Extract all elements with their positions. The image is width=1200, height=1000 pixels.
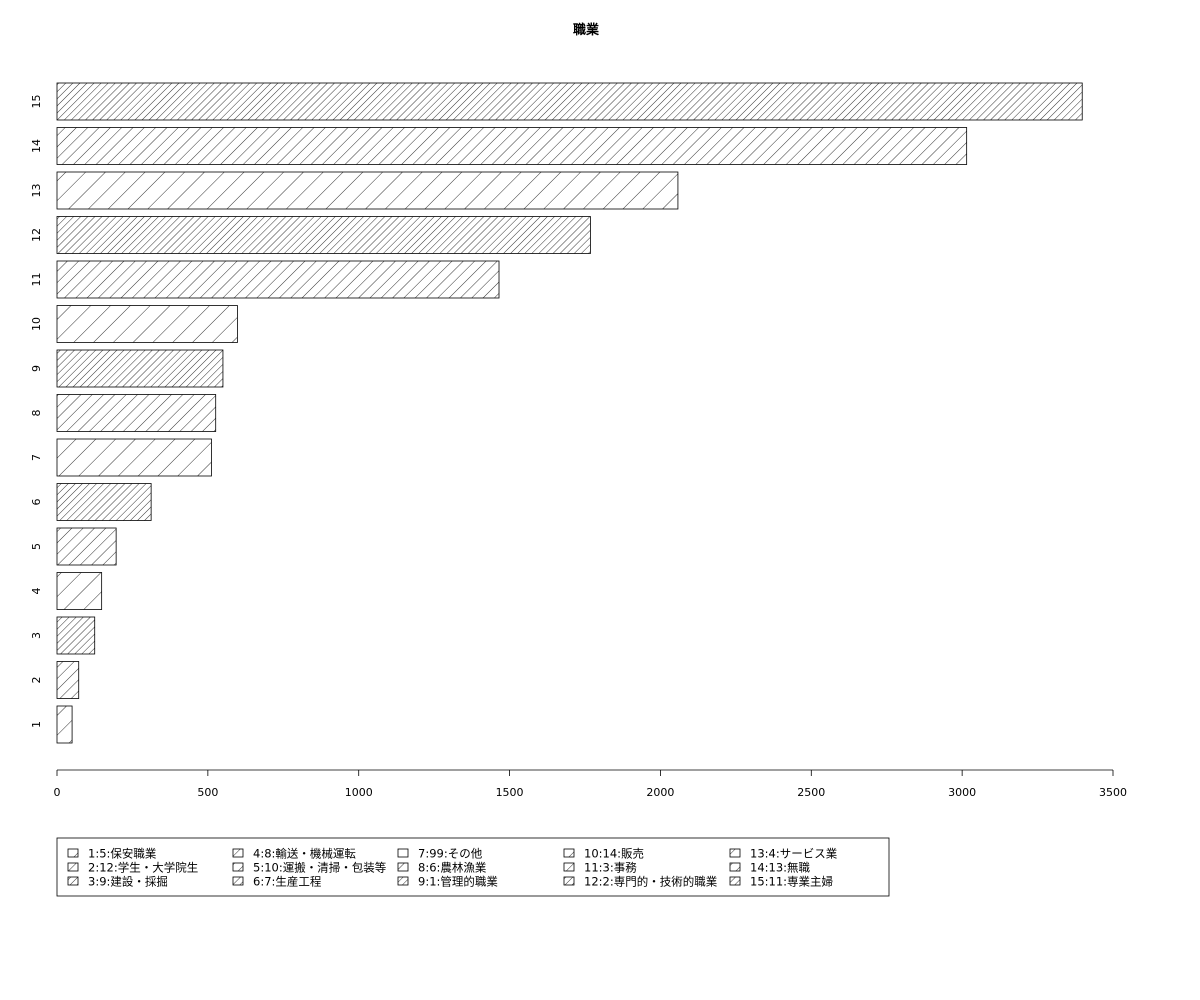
bar-14 — [56, 127, 968, 165]
legend-label: 10:14:販売 — [584, 847, 644, 861]
y-tick-label: 3 — [30, 632, 43, 639]
y-tick-label: 10 — [30, 317, 43, 331]
bar-6 — [56, 483, 152, 521]
legend-label: 5:10:運搬・清掃・包装等 — [253, 861, 386, 875]
bar-13 — [56, 171, 679, 210]
legend-swatch — [397, 862, 409, 872]
legend-label: 2:12:学生・大学院生 — [88, 861, 198, 875]
bar-15 — [56, 82, 1083, 121]
legend-swatch — [232, 876, 244, 886]
legend-label: 8:6:農林漁業 — [418, 861, 487, 875]
y-tick-label: 12 — [30, 228, 43, 242]
x-tick-label: 3500 — [1099, 786, 1127, 799]
legend-swatch — [232, 862, 244, 872]
x-tick-label: 0 — [54, 786, 61, 799]
y-tick-label: 4 — [30, 588, 43, 595]
y-tick-label: 9 — [30, 365, 43, 372]
legend-swatch — [67, 848, 79, 858]
bar-10 — [56, 305, 238, 343]
legend-swatch — [67, 876, 79, 886]
x-tick-label: 1000 — [345, 786, 373, 799]
legend-label: 7:99:その他 — [418, 847, 483, 861]
legend-swatch — [563, 848, 575, 858]
x-tick-label: 3000 — [948, 786, 976, 799]
y-tick-label: 1 — [30, 721, 43, 728]
bar-11 — [56, 260, 500, 299]
legend-swatch — [67, 862, 79, 872]
y-tick-label: 6 — [30, 499, 43, 506]
legend-label: 14:13:無職 — [750, 861, 811, 875]
legend-label: 4:8:輸送・機械運転 — [253, 847, 356, 861]
bar-5 — [56, 527, 117, 566]
bar-1 — [56, 705, 73, 744]
legend-label: 6:7:生産工程 — [253, 875, 322, 889]
legend-label: 12:2:専門的・技術的職業 — [584, 875, 718, 889]
legend-swatch — [729, 848, 741, 858]
legend-label: 9:1:管理的職業 — [418, 875, 498, 889]
legend-swatch — [563, 862, 575, 872]
y-tick-label: 14 — [30, 139, 43, 153]
bar-12 — [56, 216, 591, 254]
legend-label: 15:11:専業主婦 — [750, 875, 833, 889]
y-tick-label: 11 — [30, 273, 43, 287]
bar-7 — [56, 438, 212, 477]
legend-label: 11:3:事務 — [584, 861, 637, 875]
x-axis: 0 500 1000 1500 2000 2500 3000 3500 — [54, 769, 1127, 799]
y-tick-label: 13 — [30, 184, 43, 198]
x-tick-label: 1500 — [496, 786, 524, 799]
legend-label: 13:4:サービス業 — [750, 847, 838, 861]
bar-8 — [56, 394, 217, 432]
legend-label: 3:9:建設・採掘 — [88, 875, 168, 889]
legend-swatch — [563, 876, 575, 886]
bar-4 — [56, 572, 103, 610]
legend-box — [56, 837, 890, 897]
legend-swatch — [232, 848, 244, 858]
y-tick-label: 2 — [30, 677, 43, 684]
legend-label: 1:5:保安職業 — [88, 847, 157, 861]
x-tick-label: 500 — [197, 786, 218, 799]
y-tick-label: 8 — [30, 410, 43, 417]
bar-3 — [56, 616, 96, 655]
x-tick-label: 2000 — [646, 786, 674, 799]
legend-swatch — [729, 876, 741, 886]
bar-9 — [56, 349, 224, 388]
y-tick-label: 15 — [30, 95, 43, 109]
x-tick-label: 2500 — [797, 786, 825, 799]
chart-title: 職業 — [573, 22, 600, 38]
y-tick-label: 7 — [30, 454, 43, 461]
bar-2 — [56, 661, 80, 699]
y-tick-label: 5 — [30, 543, 43, 550]
bars-group — [56, 82, 1083, 744]
legend-swatch — [397, 876, 409, 886]
legend-swatch — [397, 848, 409, 858]
legend-swatch — [729, 862, 741, 872]
